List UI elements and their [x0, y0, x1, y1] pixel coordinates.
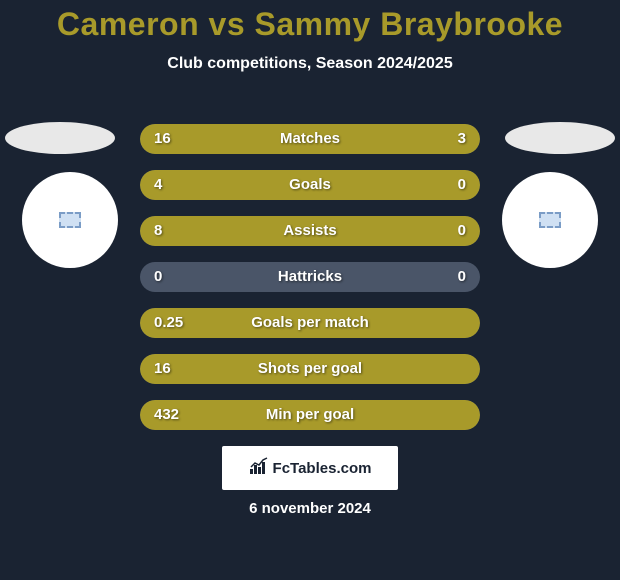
- stat-row: 163Matches: [140, 124, 480, 154]
- image-placeholder-icon: [59, 212, 81, 228]
- page-subtitle: Club competitions, Season 2024/2025: [0, 55, 620, 73]
- stat-row: 16Shots per goal: [140, 354, 480, 384]
- player-right-avatar: [502, 172, 598, 268]
- stat-row: 40Goals: [140, 170, 480, 200]
- player-right-ellipse: [505, 122, 615, 154]
- stat-row: 80Assists: [140, 216, 480, 246]
- chart-icon: [249, 457, 269, 480]
- page-title: Cameron vs Sammy Braybrooke: [0, 0, 620, 43]
- stat-label: Hattricks: [140, 262, 480, 292]
- stat-label: Goals per match: [140, 308, 480, 338]
- image-placeholder-icon: [539, 212, 561, 228]
- stat-label: Assists: [140, 216, 480, 246]
- stats-container: 163Matches 40Goals 80Assists 00Hattricks 0.2…: [140, 124, 480, 446]
- brand-box: FcTables.com: [222, 446, 398, 490]
- stat-row: 0.25Goals per match: [140, 308, 480, 338]
- stat-label: Shots per goal: [140, 354, 480, 384]
- player-left-avatar: [22, 172, 118, 268]
- stat-label: Matches: [140, 124, 480, 154]
- stat-row: 00Hattricks: [140, 262, 480, 292]
- brand-text: FcTables.com: [273, 460, 372, 477]
- stat-row: 432Min per goal: [140, 400, 480, 430]
- footer-date: 6 november 2024: [0, 500, 620, 517]
- stat-label: Goals: [140, 170, 480, 200]
- stat-label: Min per goal: [140, 400, 480, 430]
- player-left-ellipse: [5, 122, 115, 154]
